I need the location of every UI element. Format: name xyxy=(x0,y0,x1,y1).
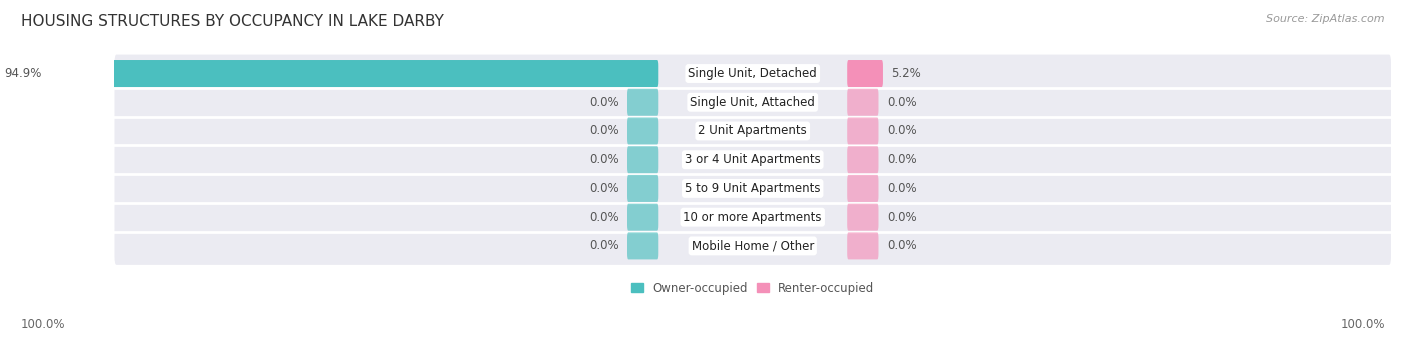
FancyBboxPatch shape xyxy=(114,55,1391,92)
Text: 10 or more Apartments: 10 or more Apartments xyxy=(683,211,823,224)
FancyBboxPatch shape xyxy=(114,141,1391,179)
FancyBboxPatch shape xyxy=(114,227,1391,265)
Text: Mobile Home / Other: Mobile Home / Other xyxy=(692,239,814,252)
Text: Single Unit, Attached: Single Unit, Attached xyxy=(690,96,815,109)
FancyBboxPatch shape xyxy=(848,146,879,173)
FancyBboxPatch shape xyxy=(114,83,1391,121)
FancyBboxPatch shape xyxy=(848,60,883,87)
FancyBboxPatch shape xyxy=(114,169,1391,207)
FancyBboxPatch shape xyxy=(627,89,658,116)
Text: 0.0%: 0.0% xyxy=(589,211,619,224)
Text: 3 or 4 Unit Apartments: 3 or 4 Unit Apartments xyxy=(685,153,821,166)
FancyBboxPatch shape xyxy=(627,233,658,260)
Text: 0.0%: 0.0% xyxy=(589,182,619,195)
FancyBboxPatch shape xyxy=(627,175,658,202)
FancyBboxPatch shape xyxy=(627,146,658,173)
Text: 5 to 9 Unit Apartments: 5 to 9 Unit Apartments xyxy=(685,182,821,195)
FancyBboxPatch shape xyxy=(51,60,658,87)
Text: 0.0%: 0.0% xyxy=(887,153,917,166)
Text: 0.0%: 0.0% xyxy=(887,124,917,137)
Text: 0.0%: 0.0% xyxy=(887,182,917,195)
FancyBboxPatch shape xyxy=(848,204,879,231)
FancyBboxPatch shape xyxy=(848,118,879,145)
Text: 0.0%: 0.0% xyxy=(589,96,619,109)
Text: 0.0%: 0.0% xyxy=(887,239,917,252)
Text: 94.9%: 94.9% xyxy=(4,67,42,80)
Text: 0.0%: 0.0% xyxy=(887,96,917,109)
Legend: Owner-occupied, Renter-occupied: Owner-occupied, Renter-occupied xyxy=(631,282,875,295)
Text: 100.0%: 100.0% xyxy=(1340,318,1385,331)
Text: 5.2%: 5.2% xyxy=(891,67,921,80)
Text: 0.0%: 0.0% xyxy=(887,211,917,224)
FancyBboxPatch shape xyxy=(114,198,1391,236)
FancyBboxPatch shape xyxy=(627,204,658,231)
Text: Single Unit, Detached: Single Unit, Detached xyxy=(689,67,817,80)
Text: Source: ZipAtlas.com: Source: ZipAtlas.com xyxy=(1267,14,1385,24)
FancyBboxPatch shape xyxy=(848,175,879,202)
Text: 2 Unit Apartments: 2 Unit Apartments xyxy=(699,124,807,137)
FancyBboxPatch shape xyxy=(114,112,1391,150)
FancyBboxPatch shape xyxy=(848,233,879,260)
FancyBboxPatch shape xyxy=(848,89,879,116)
FancyBboxPatch shape xyxy=(627,118,658,145)
Text: 0.0%: 0.0% xyxy=(589,239,619,252)
Text: 0.0%: 0.0% xyxy=(589,124,619,137)
Text: HOUSING STRUCTURES BY OCCUPANCY IN LAKE DARBY: HOUSING STRUCTURES BY OCCUPANCY IN LAKE … xyxy=(21,14,444,29)
Text: 100.0%: 100.0% xyxy=(21,318,66,331)
Text: 0.0%: 0.0% xyxy=(589,153,619,166)
